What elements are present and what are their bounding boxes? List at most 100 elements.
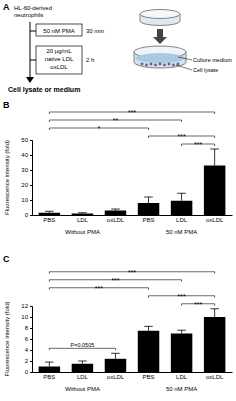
y-axis-line <box>30 141 33 216</box>
chart-bar: B01020304050PBSLDLoxLDLPBSLDLoxLDLWithou… <box>3 100 233 235</box>
error-bar <box>177 330 186 333</box>
time: 30 min <box>86 28 104 34</box>
x-tick: PBS <box>43 215 55 223</box>
y-tick-mark <box>30 185 32 186</box>
significance-label: *** <box>194 141 202 148</box>
significance-label: ** <box>113 117 119 124</box>
x-tick-label: PBS <box>43 217 55 223</box>
step-box <box>36 46 82 74</box>
y-tick-mark <box>30 215 32 216</box>
cell <box>163 64 166 67</box>
y-tick-mark <box>30 339 32 340</box>
bar <box>171 201 192 215</box>
group-label: 50 nM PMA <box>166 386 197 392</box>
y-tick: 0 <box>25 369 32 375</box>
cell <box>154 64 157 67</box>
x-tick: oxLDL <box>206 215 224 223</box>
x-tick: PBS <box>143 215 155 223</box>
y-tick-mark <box>30 200 32 201</box>
error-stem <box>82 361 83 364</box>
x-tick-label: PBS <box>43 374 55 380</box>
cell <box>141 63 144 66</box>
y-tick-label: 40 <box>21 152 28 158</box>
y-tick-mark <box>30 140 32 141</box>
y-tick-label: 2 <box>25 358 29 364</box>
error-bar <box>177 193 186 201</box>
x-tick: LDL <box>77 215 89 223</box>
error-bar <box>45 211 54 213</box>
bracket <box>49 348 115 350</box>
cell <box>168 63 171 66</box>
x-tick: PBS <box>43 372 55 380</box>
y-tick-label: 10 <box>21 314 28 320</box>
y-tick-label: 20 <box>21 182 28 188</box>
y-tick: 10 <box>21 314 32 320</box>
cells-text: neutrophils <box>14 12 43 18</box>
group-label: Without PMA <box>65 229 100 235</box>
error-bar <box>111 353 120 359</box>
bar <box>171 334 192 373</box>
y-tick: 6 <box>25 336 32 342</box>
error-bar <box>144 197 153 203</box>
group-label: Without PMA <box>65 386 100 392</box>
step-tick <box>30 31 36 32</box>
chart-bar: C024681012PBSLDLoxLDLPBSLDLoxLDLWithout … <box>3 254 233 392</box>
leader <box>176 65 192 70</box>
error-cap <box>177 330 186 331</box>
significance-label: P=0.0505 <box>71 342 95 348</box>
y-tick-label: 10 <box>21 197 28 203</box>
error-stem <box>148 326 149 330</box>
error-bar <box>78 212 87 214</box>
y-tick: 10 <box>21 197 32 203</box>
y-tick-mark <box>30 328 32 329</box>
y-tick: 0 <box>25 212 32 218</box>
error-stem <box>148 197 149 203</box>
error-cap <box>45 362 54 363</box>
error-cap <box>111 209 120 210</box>
significance-label: *** <box>128 269 136 276</box>
figure: AHL-60-derivedneutrophils50 nM PMA30 min… <box>0 0 236 401</box>
error-cap <box>78 361 87 362</box>
y-tick-label: 50 <box>21 137 28 143</box>
y-tick-mark <box>30 306 32 307</box>
significance-label: *** <box>128 109 136 116</box>
y-tick-mark <box>30 317 32 318</box>
x-tick-label: LDL <box>77 217 89 223</box>
bar <box>39 367 60 373</box>
error-stem <box>181 193 182 201</box>
treatment: 20 μg/mL <box>46 48 72 54</box>
bar <box>204 317 225 372</box>
bar <box>204 166 225 216</box>
dish-rim <box>140 10 180 19</box>
cell <box>172 64 175 67</box>
treatment: native LDL <box>45 56 74 62</box>
x-tick-label: oxLDL <box>206 217 224 223</box>
timeline-arrow <box>26 77 34 83</box>
y-axis-title: Fluorescence intensity (fold) <box>4 140 10 215</box>
error-bar <box>144 326 153 330</box>
y-tick: 40 <box>21 152 32 158</box>
result: Cell lysate or medium <box>8 86 80 94</box>
error-bar <box>210 149 219 166</box>
process-arrow <box>153 29 167 44</box>
error-stem <box>214 309 215 317</box>
error-stem <box>49 362 50 366</box>
medium <box>136 53 184 63</box>
error-stem <box>181 330 182 333</box>
x-tick-label: LDL <box>176 217 188 223</box>
y-axis-title: Fluorescence intensity (fold) <box>4 301 10 376</box>
y-tick: 50 <box>21 137 32 143</box>
x-tick: LDL <box>176 372 188 380</box>
x-tick: oxLDL <box>107 215 125 223</box>
plot-area <box>39 149 226 215</box>
y-tick-label: 4 <box>25 347 29 353</box>
x-tick-label: LDL <box>77 374 89 380</box>
significance-label: * <box>98 125 101 132</box>
bar <box>72 364 93 372</box>
error-bar <box>111 209 120 211</box>
y-tick: 8 <box>25 325 32 331</box>
significance-label: *** <box>194 301 202 308</box>
x-tick-label: oxLDL <box>206 374 224 380</box>
cell <box>150 63 153 66</box>
x-tick-label: oxLDL <box>107 374 125 380</box>
